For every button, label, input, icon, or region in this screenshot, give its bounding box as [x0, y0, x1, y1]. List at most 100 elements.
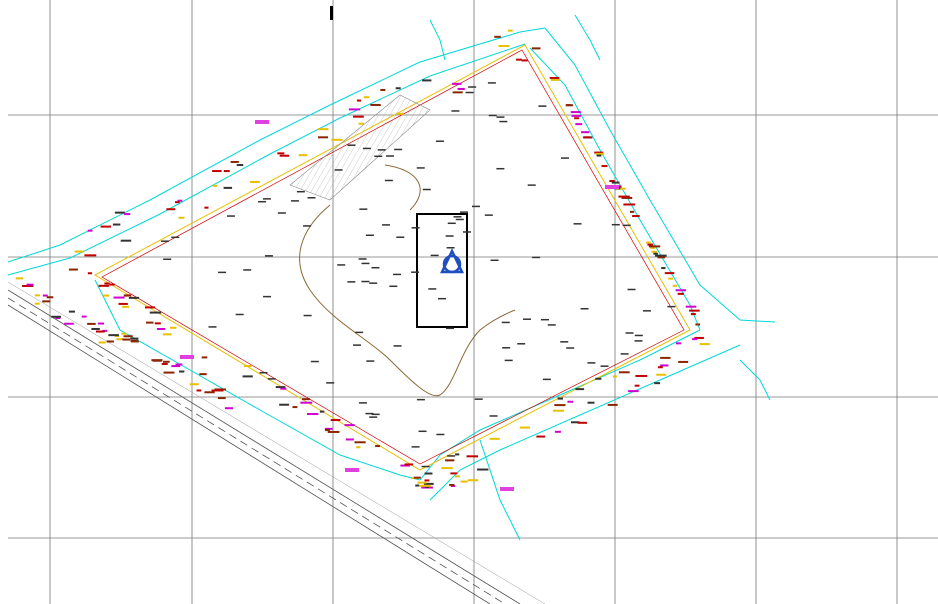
hatched-area: [289, 94, 431, 201]
survey-point: [438, 297, 447, 300]
annotation: [324, 427, 333, 430]
annotation: [424, 486, 429, 489]
annotation: [161, 362, 168, 365]
annotation: [319, 410, 325, 413]
annotation: [455, 453, 460, 456]
annotation: [118, 302, 128, 305]
annotation: [318, 128, 329, 131]
annotation: [68, 268, 78, 271]
annotation: [618, 195, 630, 198]
survey-point: [496, 167, 505, 170]
survey-point: [504, 359, 513, 362]
survey-point: [326, 382, 335, 384]
annotation: [521, 59, 528, 62]
annotation: [175, 201, 180, 204]
annotation: [84, 254, 97, 257]
annotation: [42, 294, 48, 297]
survey-point: [362, 147, 371, 150]
survey-point: [547, 324, 556, 326]
annotation: [452, 91, 463, 94]
annotation: [460, 480, 468, 483]
survey-point: [358, 258, 367, 260]
survey-point: [365, 234, 374, 237]
highway-verge: [7, 281, 546, 604]
annotation: [457, 87, 465, 90]
annotation: [325, 429, 330, 432]
side-street: [574, 14, 601, 61]
annotation: [441, 467, 453, 470]
survey-point: [262, 198, 271, 200]
survey-point: [436, 433, 445, 436]
annotation: [449, 483, 455, 486]
survey-point: [496, 116, 505, 118]
annotation: [169, 326, 177, 329]
annotation: [196, 389, 202, 392]
creek: [299, 164, 516, 397]
survey-point: [307, 197, 316, 199]
survey-point: [447, 455, 456, 457]
survey-point: [263, 295, 272, 298]
annotation: [106, 340, 114, 343]
road-edge-south-inner: [419, 329, 701, 481]
survey-point: [393, 345, 402, 347]
survey-point: [455, 218, 464, 221]
annotation: [675, 289, 687, 292]
survey-point: [462, 231, 471, 233]
survey-point: [471, 205, 480, 208]
annotation: [277, 152, 285, 155]
survey-point: [384, 179, 393, 182]
annotation: [236, 164, 244, 167]
survey-point: [627, 288, 636, 291]
annotation: [549, 76, 560, 79]
survey-point: [171, 236, 180, 239]
side-street-3: [739, 359, 771, 401]
annotation: [629, 210, 635, 213]
annotation: [656, 373, 667, 376]
annotation: [230, 160, 239, 163]
road-edge-east-outer: [544, 27, 776, 323]
survey-point: [290, 200, 299, 202]
annotation: [612, 375, 617, 378]
survey-point: [411, 227, 420, 229]
annotation: [298, 154, 308, 157]
annotation: [668, 277, 673, 280]
annotation: [650, 246, 656, 249]
annotation: [15, 277, 24, 280]
survey-point: [587, 362, 596, 364]
survey-point: [532, 256, 541, 259]
annotation: [177, 199, 183, 202]
survey-point: [474, 398, 483, 400]
annotation: [122, 305, 129, 308]
annotation: [531, 47, 541, 50]
annotation: [102, 329, 108, 332]
annotation: [507, 29, 513, 32]
annotation: [302, 398, 310, 401]
annotation: [575, 388, 585, 391]
survey-point: [396, 236, 405, 238]
annotation: [467, 479, 479, 482]
survey-point: [259, 371, 268, 374]
annotation: [74, 250, 85, 253]
annotation: [166, 208, 176, 211]
annotation: [130, 337, 139, 340]
annotation: [317, 136, 329, 139]
annotation: [171, 365, 181, 368]
annotation: [199, 373, 207, 376]
survey-point: [361, 280, 370, 283]
annotation: [22, 284, 34, 287]
annotation: [344, 424, 355, 427]
survey-point: [622, 224, 631, 227]
survey-point: [430, 254, 439, 257]
survey-point: [459, 211, 468, 213]
annotation: [280, 387, 287, 390]
annotation: [570, 111, 581, 114]
survey-point: [361, 262, 370, 265]
annotation: [694, 336, 704, 339]
survey-point: [422, 188, 431, 191]
annotation: [223, 186, 233, 189]
annotation: [583, 136, 591, 139]
annotation: [445, 459, 455, 462]
church-symbol: [440, 248, 464, 274]
annotation: [422, 79, 432, 82]
